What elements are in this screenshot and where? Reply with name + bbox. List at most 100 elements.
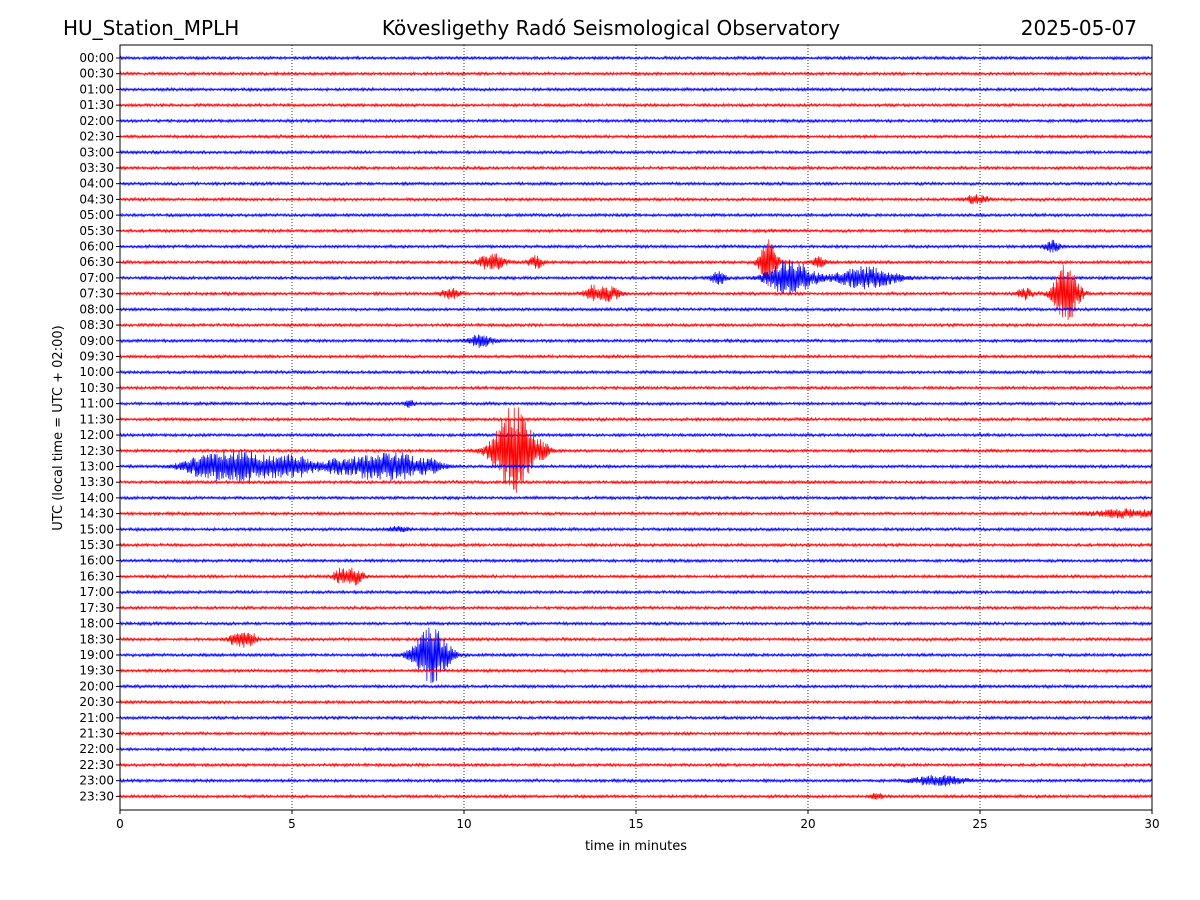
y-tick-label: 06:00 — [79, 240, 114, 254]
y-tick-label: 01:30 — [79, 98, 114, 112]
trace-line — [119, 384, 1153, 391]
y-tick-label: 11:00 — [79, 397, 114, 411]
y-tick-label: 09:30 — [79, 349, 114, 363]
trace-line — [119, 589, 1153, 596]
trace-line — [119, 542, 1153, 548]
y-tick-label: 01:00 — [79, 82, 114, 96]
trace-line — [119, 334, 1153, 349]
y-tick-label: 05:00 — [79, 208, 114, 222]
y-tick-label: 17:00 — [79, 585, 114, 599]
trace-line — [119, 416, 1153, 423]
y-tick-label: 13:00 — [79, 459, 114, 473]
y-tick-label: 19:30 — [79, 664, 114, 678]
trace-line — [119, 567, 1153, 586]
y-tick-label: 11:30 — [79, 412, 114, 426]
trace-layer — [119, 55, 1153, 800]
y-tick-label: 14:30 — [79, 507, 114, 521]
y-tick-label: 15:30 — [79, 538, 114, 552]
y-tick-label: 15:00 — [79, 522, 114, 536]
trace-line — [119, 699, 1153, 705]
y-tick-label: 20:30 — [79, 695, 114, 709]
y-tick-label: 18:30 — [79, 632, 114, 646]
y-tick-label: 18:00 — [79, 617, 114, 631]
trace-line — [119, 133, 1153, 140]
y-tick-label: 05:30 — [79, 224, 114, 238]
y-tick-label: 07:00 — [79, 271, 114, 285]
x-tick-label: 0 — [116, 817, 124, 831]
trace-line — [119, 264, 1153, 320]
y-tick-label: 02:30 — [79, 130, 114, 144]
trace-line — [119, 730, 1153, 737]
trace-line — [119, 353, 1153, 360]
y-axis-label: UTC (local time = UTC + 02:00) — [51, 325, 66, 530]
y-tick-label: 10:30 — [79, 381, 114, 395]
trace-line — [119, 508, 1153, 519]
trace-line — [119, 774, 1153, 787]
trace-line — [119, 55, 1153, 61]
y-tick-label: 09:00 — [79, 334, 114, 348]
y-tick-label: 10:00 — [79, 365, 114, 379]
trace-line — [119, 399, 1153, 408]
trace-line — [119, 117, 1153, 124]
y-tick-label: 13:30 — [79, 475, 114, 489]
trace-line — [119, 239, 1153, 253]
y-tick-label: 21:30 — [79, 727, 114, 741]
trace-line — [119, 557, 1153, 564]
y-tick-label: 07:30 — [79, 287, 114, 301]
trace-line — [119, 259, 1153, 295]
x-tick-label: 25 — [972, 817, 987, 831]
trace-line — [119, 620, 1153, 627]
x-tick-label: 5 — [288, 817, 296, 831]
trace-line — [119, 432, 1153, 438]
y-tick-label: 23:00 — [79, 774, 114, 788]
y-tick-label: 21:00 — [79, 711, 114, 725]
trace-line — [119, 306, 1153, 313]
trace-line — [119, 102, 1153, 109]
x-axis-label: time in minutes — [585, 839, 687, 854]
trace-line — [119, 369, 1153, 376]
chart-date: 2025-05-07 — [1021, 16, 1137, 40]
chart-title: Kövesligethy Radó Seismological Observat… — [382, 16, 840, 40]
x-tick-label: 20 — [800, 817, 815, 831]
y-tick-label: 17:30 — [79, 601, 114, 615]
trace-line — [119, 792, 1153, 800]
trace-line — [119, 227, 1153, 234]
trace-line — [119, 86, 1153, 93]
y-tick-label: 16:30 — [79, 569, 114, 583]
trace-line — [119, 165, 1153, 171]
trace-line — [119, 149, 1153, 156]
trace-line — [119, 714, 1153, 721]
y-tick-label: 00:30 — [79, 67, 114, 81]
trace-line — [119, 495, 1153, 501]
trace-line — [119, 667, 1153, 674]
trace-line — [119, 762, 1153, 768]
y-tick-label: 19:00 — [79, 648, 114, 662]
x-tick-label: 30 — [1144, 817, 1159, 831]
trace-line — [119, 322, 1153, 328]
x-ticks: 0 5 10 15 20 25 30 — [116, 810, 1160, 831]
y-tick-label: 14:00 — [79, 491, 114, 505]
trace-line — [119, 239, 1153, 286]
trace-line — [119, 683, 1153, 690]
y-tick-label: 04:00 — [79, 177, 114, 191]
y-tick-label: 08:00 — [79, 302, 114, 316]
y-tick-label: 12:00 — [79, 428, 114, 442]
grid-lines — [291, 45, 981, 810]
trace-line — [119, 194, 1153, 205]
y-tick-label: 23:30 — [79, 789, 114, 803]
y-tick-label: 08:30 — [79, 318, 114, 332]
y-tick-label: 16:00 — [79, 554, 114, 568]
y-tick-label: 22:30 — [79, 758, 114, 772]
trace-line — [119, 746, 1153, 753]
trace-line — [119, 407, 1153, 493]
y-tick-label: 20:00 — [79, 679, 114, 693]
y-tick-label: 04:30 — [79, 192, 114, 206]
trace-line — [119, 525, 1153, 533]
y-tick-label: 00:00 — [79, 51, 114, 65]
trace-line — [119, 627, 1153, 684]
y-tick-label: 03:30 — [79, 161, 114, 175]
y-tick-label: 12:30 — [79, 444, 114, 458]
trace-line — [119, 479, 1153, 486]
